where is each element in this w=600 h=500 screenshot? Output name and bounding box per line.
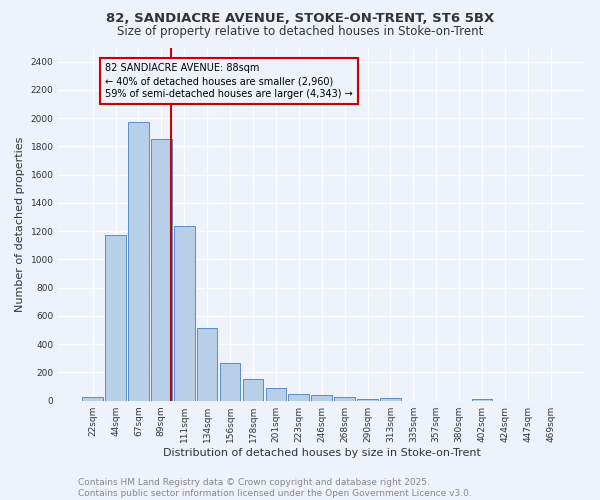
Text: 82, SANDIACRE AVENUE, STOKE-ON-TRENT, ST6 5BX: 82, SANDIACRE AVENUE, STOKE-ON-TRENT, ST… (106, 12, 494, 26)
Bar (128, 122, 149, 400)
Bar (242, 379, 263, 400)
X-axis label: Distribution of detached houses by size in Stoke-on-Trent: Distribution of detached houses by size … (163, 448, 481, 458)
Bar (151, 138, 172, 400)
Bar (289, 394, 309, 400)
Bar (105, 236, 126, 400)
Bar (380, 398, 401, 400)
Text: Contains HM Land Registry data © Crown copyright and database right 2025.
Contai: Contains HM Land Registry data © Crown c… (78, 478, 472, 498)
Bar (220, 362, 241, 401)
Bar (174, 226, 194, 400)
Text: 82 SANDIACRE AVENUE: 88sqm
← 40% of detached houses are smaller (2,960)
59% of s: 82 SANDIACRE AVENUE: 88sqm ← 40% of deta… (105, 63, 353, 100)
Y-axis label: Number of detached properties: Number of detached properties (15, 136, 25, 312)
Bar (334, 397, 355, 400)
Bar (311, 395, 332, 400)
Bar (472, 398, 493, 400)
Bar (82, 397, 103, 400)
Bar (197, 328, 217, 400)
Bar (357, 398, 378, 400)
Text: Size of property relative to detached houses in Stoke-on-Trent: Size of property relative to detached ho… (117, 25, 483, 38)
Bar (266, 388, 286, 400)
